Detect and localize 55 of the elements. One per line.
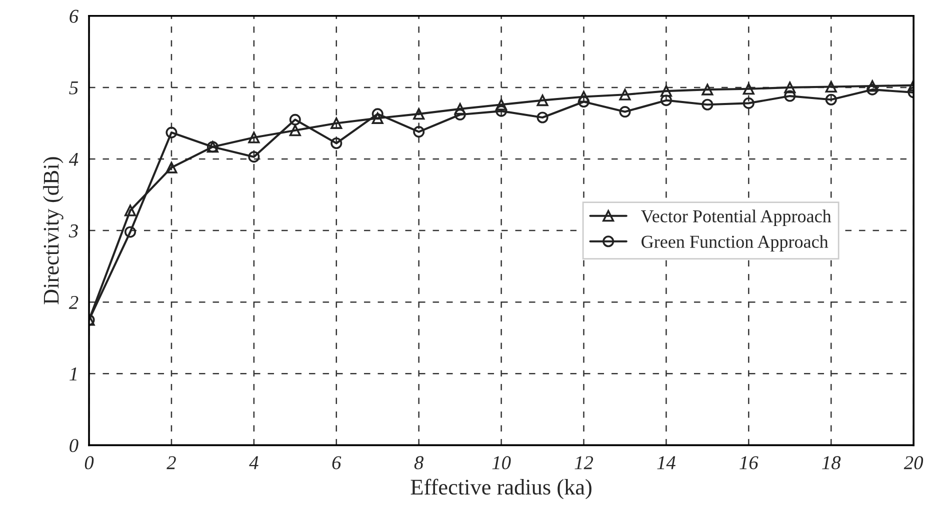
point	[742, 97, 754, 109]
x-tick-label: 12	[574, 456, 594, 470]
point	[536, 112, 548, 124]
point	[330, 117, 342, 129]
x-tick-label: 14	[657, 456, 676, 470]
point	[124, 204, 136, 216]
point	[289, 124, 301, 136]
point	[784, 82, 796, 94]
point	[619, 106, 631, 118]
point	[372, 112, 384, 124]
point	[330, 137, 342, 150]
point	[866, 84, 878, 96]
y-tick-label: 5	[69, 81, 78, 94]
x-tick-label: 8	[414, 456, 424, 470]
point	[166, 126, 178, 138]
point	[784, 90, 796, 102]
point	[248, 151, 260, 163]
y-tick-label: 3	[68, 224, 78, 238]
point	[454, 108, 466, 120]
point	[496, 98, 508, 110]
legend-label: Green Function Approach	[642, 235, 828, 252]
point	[372, 108, 384, 120]
legend-label: Vector Potential Approach	[641, 210, 832, 226]
point	[825, 80, 837, 92]
point	[660, 85, 672, 97]
point	[166, 162, 178, 174]
point	[660, 94, 672, 106]
y-tick-label: 6	[70, 10, 79, 23]
point	[536, 94, 548, 106]
x-tick-label: 0	[84, 456, 94, 470]
x-tick-label: 18	[822, 456, 841, 470]
point	[702, 98, 714, 110]
y-axis-title: Directivity (dBi)	[43, 157, 64, 304]
point	[702, 84, 714, 96]
point	[413, 108, 425, 120]
y-tick-label: 2	[68, 296, 78, 309]
point	[124, 226, 136, 238]
x-axis-title: Effective radius (ka)	[410, 478, 592, 500]
point	[248, 132, 260, 144]
y-tick-label: 1	[70, 368, 77, 380]
x-tick-label: 2	[166, 456, 176, 470]
x-tick-label: 20	[904, 456, 924, 470]
point	[289, 114, 301, 126]
x-tick-label: 16	[740, 456, 758, 470]
point	[454, 103, 466, 115]
x-tick-label: 4	[249, 456, 258, 470]
x-tick-label: 6	[332, 456, 342, 470]
x-tick-label: 10	[492, 456, 511, 470]
point	[496, 105, 508, 117]
point	[825, 94, 837, 106]
y-tick-label: 4	[68, 152, 78, 166]
point	[413, 126, 425, 138]
point	[619, 88, 631, 100]
y-tick-label: 0	[70, 439, 78, 452]
point	[742, 83, 754, 95]
